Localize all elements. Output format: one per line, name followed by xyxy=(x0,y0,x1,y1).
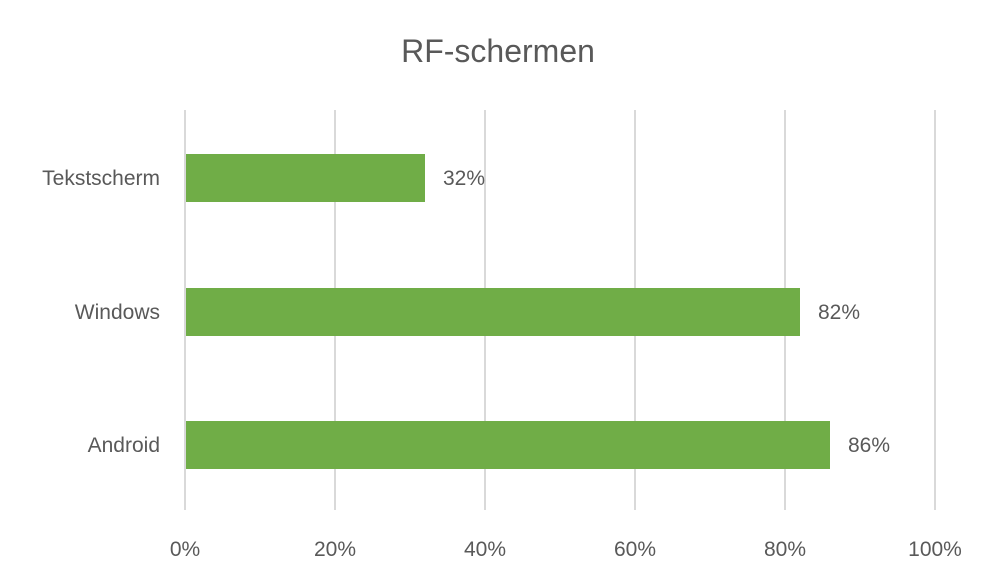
data-label: 32% xyxy=(443,167,485,190)
x-tick-label: 100% xyxy=(908,538,962,561)
x-tick-label: 60% xyxy=(614,538,656,561)
x-tick-label: 20% xyxy=(314,538,356,561)
data-labels: 32% 82% 86% xyxy=(443,167,890,457)
bar xyxy=(186,421,830,469)
x-axis-tick-labels: 0% 20% 40% 60% 80% 100% xyxy=(170,538,962,561)
bars xyxy=(186,154,830,469)
bar xyxy=(186,288,800,336)
x-tick-label: 0% xyxy=(170,538,200,561)
data-label: 82% xyxy=(818,301,860,324)
chart-title: RF-schermen xyxy=(401,33,595,69)
bar xyxy=(186,154,425,202)
data-label: 86% xyxy=(848,434,890,457)
category-labels: Tekstscherm Windows Android xyxy=(42,167,160,457)
x-tick-label: 80% xyxy=(764,538,806,561)
category-label: Tekstscherm xyxy=(42,167,160,190)
category-label: Android xyxy=(88,434,160,457)
category-label: Windows xyxy=(75,301,160,324)
x-tick-label: 40% xyxy=(464,538,506,561)
